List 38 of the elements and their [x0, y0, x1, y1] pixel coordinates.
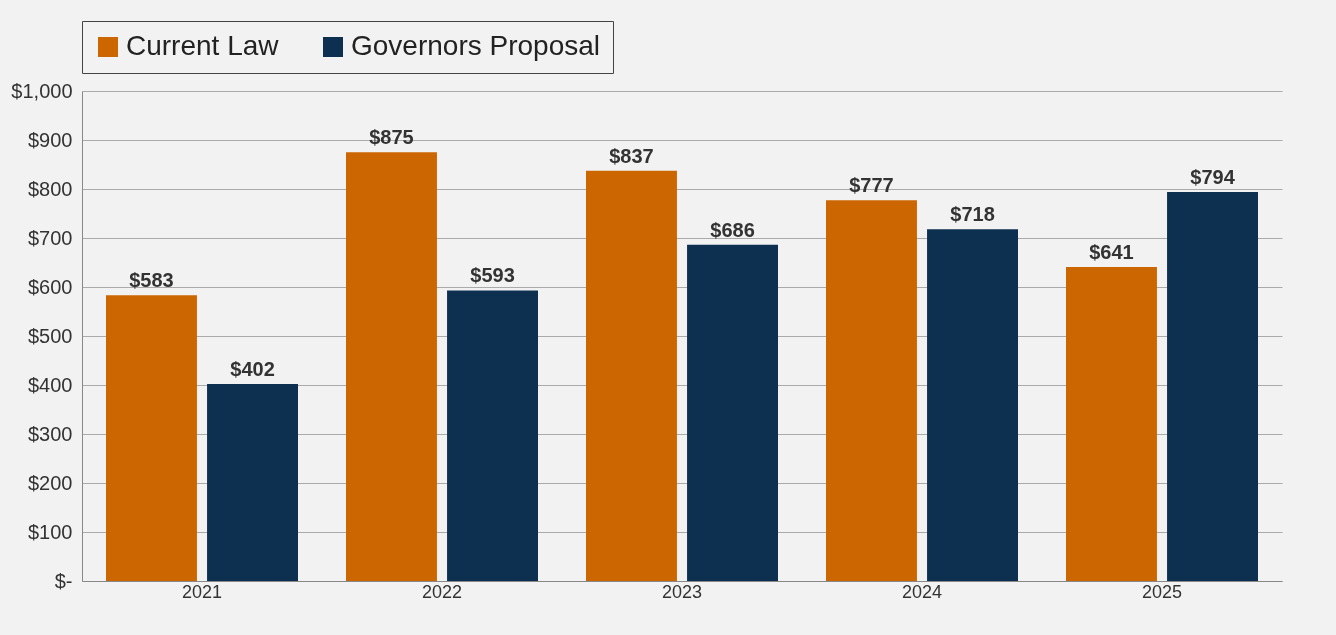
bar	[1066, 266, 1157, 581]
y-tick-label: $1,000	[11, 79, 73, 102]
x-tick-label: 2021	[181, 581, 223, 602]
y-tick-label: $300	[28, 422, 73, 445]
x-tick-label: 2025	[1141, 581, 1183, 602]
data-label: $402	[230, 358, 275, 381]
data-label: $593	[470, 264, 515, 287]
bar	[1167, 191, 1258, 581]
y-tick-label: $900	[28, 128, 73, 151]
bar	[687, 244, 778, 581]
legend-label: Current Law	[126, 30, 280, 61]
y-tick-label: $600	[28, 275, 73, 298]
data-label: $837	[609, 144, 654, 167]
x-tick-label: 2023	[661, 581, 703, 602]
data-label: $583	[129, 269, 174, 292]
bar	[207, 384, 298, 581]
bar	[927, 229, 1018, 581]
bar	[586, 170, 677, 581]
bar	[106, 295, 197, 581]
data-label: $777	[849, 174, 894, 197]
data-label: $686	[710, 218, 755, 241]
data-label: $875	[369, 126, 414, 149]
y-tick-label: $400	[28, 373, 73, 396]
y-tick-label: $800	[28, 177, 73, 200]
y-tick-label: $100	[28, 520, 73, 543]
bar	[346, 152, 437, 581]
data-label: $794	[1190, 165, 1236, 188]
x-tick-label: 2024	[901, 581, 943, 602]
y-tick-label: $-	[54, 569, 73, 592]
legend-label: Governors Proposal	[351, 30, 601, 61]
y-tick-label: $700	[28, 226, 73, 249]
x-tick-label: 2022	[421, 581, 463, 602]
y-tick-label: $500	[28, 324, 73, 347]
data-label: $718	[950, 203, 995, 226]
bar	[447, 290, 538, 581]
data-label: $641	[1089, 240, 1134, 263]
y-tick-label: $200	[28, 471, 73, 494]
bar	[826, 200, 917, 581]
